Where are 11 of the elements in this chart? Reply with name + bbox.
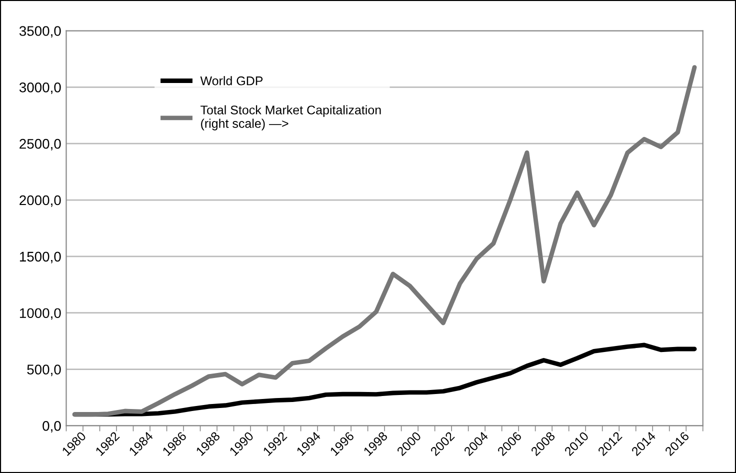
y-tick-label: 500,0 <box>27 364 61 376</box>
legend-label: World GDP <box>200 76 263 86</box>
line-series <box>72 65 697 417</box>
y-tick-label: 0,0 <box>42 421 61 433</box>
y-tick-label: 3000,0 <box>19 82 61 94</box>
y-tick-label: 2000,0 <box>20 195 61 207</box>
y-tick-label: 1500,0 <box>20 252 61 264</box>
legend-label: Total Stock Market Capitalization (right scale) —> <box>200 105 381 130</box>
y-tick-label: 1000,0 <box>20 308 61 320</box>
y-tick-label: 2500,0 <box>20 138 61 150</box>
y-tick-label: 3500,0 <box>19 26 61 38</box>
